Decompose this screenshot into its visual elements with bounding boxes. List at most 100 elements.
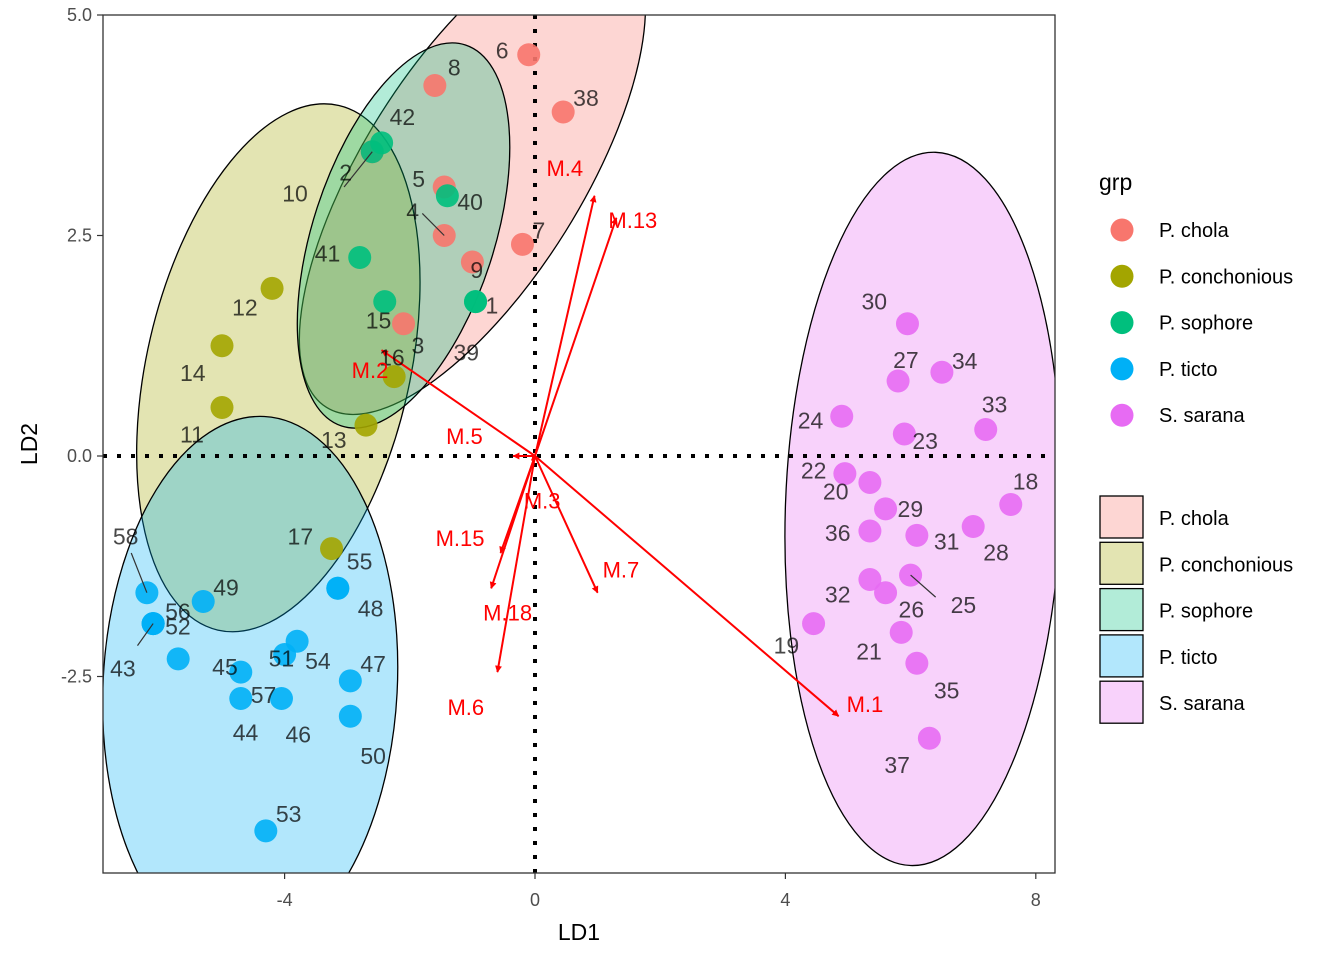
point-49 <box>191 590 215 614</box>
point-54 <box>285 629 309 653</box>
point-label-33: 33 <box>982 392 1008 418</box>
point-label-52: 52 <box>165 614 191 640</box>
point-label-50: 50 <box>360 743 386 769</box>
point-label-30: 30 <box>861 289 887 315</box>
data-points <box>135 43 1023 843</box>
point-47 <box>338 669 362 693</box>
point-27 <box>886 369 910 393</box>
loading-label-m-5: M.5 <box>446 424 483 449</box>
point-label-27: 27 <box>893 347 919 373</box>
label-leader-4 <box>421 213 445 236</box>
loading-arrow-m-4 <box>534 195 597 457</box>
legend-point-label-s-sarana: S. sarana <box>1159 405 1245 427</box>
x-tick-label: 8 <box>1031 890 1041 910</box>
x-tick-label: -4 <box>277 890 293 910</box>
point-26 <box>874 581 898 605</box>
point-label-39: 39 <box>454 340 480 366</box>
loading-label-m-18: M.18 <box>483 600 532 625</box>
point-label-35: 35 <box>934 677 960 703</box>
loading-arrow-m-6 <box>495 455 536 673</box>
point-label-45: 45 <box>212 654 238 680</box>
point-label-15: 15 <box>366 308 392 334</box>
point-8 <box>423 74 447 98</box>
point-label-48: 48 <box>358 595 384 621</box>
legend-point-key-p-chola <box>1110 218 1134 242</box>
y-tick-label: -2.5 <box>61 667 92 687</box>
point-label-29: 29 <box>898 496 924 522</box>
x-tick-label: 0 <box>530 890 540 910</box>
loading-label-m-4: M.4 <box>546 156 583 181</box>
legend-fill-key-p-conchonious <box>1099 541 1144 585</box>
point-37 <box>917 726 941 750</box>
point-23 <box>892 422 916 446</box>
loading-arrow-m-1 <box>534 455 840 717</box>
point-17 <box>320 537 344 561</box>
point-33 <box>974 418 998 442</box>
point-label-4: 4 <box>406 199 419 225</box>
point-28 <box>961 515 985 539</box>
point-11 <box>210 395 234 419</box>
loading-label-m-3: M.3 <box>524 488 561 513</box>
loading-label-m-2: M.2 <box>352 358 389 383</box>
point-46 <box>269 687 293 711</box>
point-label-7: 7 <box>532 217 545 243</box>
point-label-49: 49 <box>213 575 239 601</box>
point-label-16: 16 <box>379 345 405 371</box>
point-label-6: 6 <box>496 38 509 64</box>
point-24 <box>830 404 854 428</box>
x-tick-label: 4 <box>780 890 790 910</box>
point-29 <box>874 497 898 521</box>
point-label-1: 1 <box>486 293 499 319</box>
y-tick-label: 2.5 <box>67 226 92 246</box>
point-53 <box>254 819 278 843</box>
loading-arrows <box>381 195 840 717</box>
x-axis-title: LD1 <box>558 919 600 945</box>
point-34 <box>930 360 954 384</box>
point-44 <box>229 687 253 711</box>
legend-point-label-p-sophore: P. sophore <box>1159 313 1253 335</box>
legend-fill-key-p-ticto <box>1099 634 1144 678</box>
point-label-53: 53 <box>276 801 302 827</box>
point-45 <box>166 647 190 671</box>
legend-point-label-p-ticto: P. ticto <box>1159 359 1218 381</box>
loading-arrow-m-18 <box>489 455 536 589</box>
point-13 <box>354 413 378 437</box>
ellipse-p-conchonious <box>136 103 421 633</box>
point-19 <box>802 612 826 636</box>
point-label-55: 55 <box>347 548 373 574</box>
label-leader-43 <box>137 623 154 646</box>
loading-label-m-13: M.13 <box>608 208 657 233</box>
legend-point-label-p-chola: P. chola <box>1159 220 1230 242</box>
point-label-17: 17 <box>288 524 314 550</box>
point-32 <box>858 567 882 591</box>
point-22 <box>833 462 857 486</box>
point-41 <box>348 246 372 270</box>
point-label-37: 37 <box>884 752 910 778</box>
point-48 <box>326 576 350 600</box>
point-label-25: 25 <box>951 592 977 618</box>
point-18 <box>999 493 1023 517</box>
point-20 <box>858 470 882 494</box>
point-label-13: 13 <box>321 427 347 453</box>
point-label-2: 2 <box>339 160 352 186</box>
legend-fill-key-s-sarana <box>1099 680 1144 724</box>
point-label-12: 12 <box>232 294 258 320</box>
legend-fill-label-p-ticto: P. ticto <box>1159 647 1218 669</box>
point-label-32: 32 <box>825 581 851 607</box>
legend-title: grp <box>1099 169 1132 195</box>
point-50 <box>338 704 362 728</box>
point-label-28: 28 <box>983 540 1009 566</box>
point-35 <box>905 651 929 675</box>
point-label-46: 46 <box>285 722 311 748</box>
loading-labels: M.1 M.2 M.3 M.4 M.5 M.6 M.7 M.13 M.15 M.18 <box>352 156 884 720</box>
point-40 <box>435 184 459 208</box>
point-label-41: 41 <box>315 241 341 267</box>
point-6 <box>517 43 541 67</box>
loading-arrow-m-13 <box>534 217 618 457</box>
point-label-21: 21 <box>856 638 882 664</box>
legend-fill-key-p-chola <box>1099 495 1144 539</box>
point-16 <box>382 365 406 389</box>
legend: grp P. chola P. conchonious P. sophore P. ti… <box>1099 169 1293 724</box>
point-label-19: 19 <box>774 633 800 659</box>
